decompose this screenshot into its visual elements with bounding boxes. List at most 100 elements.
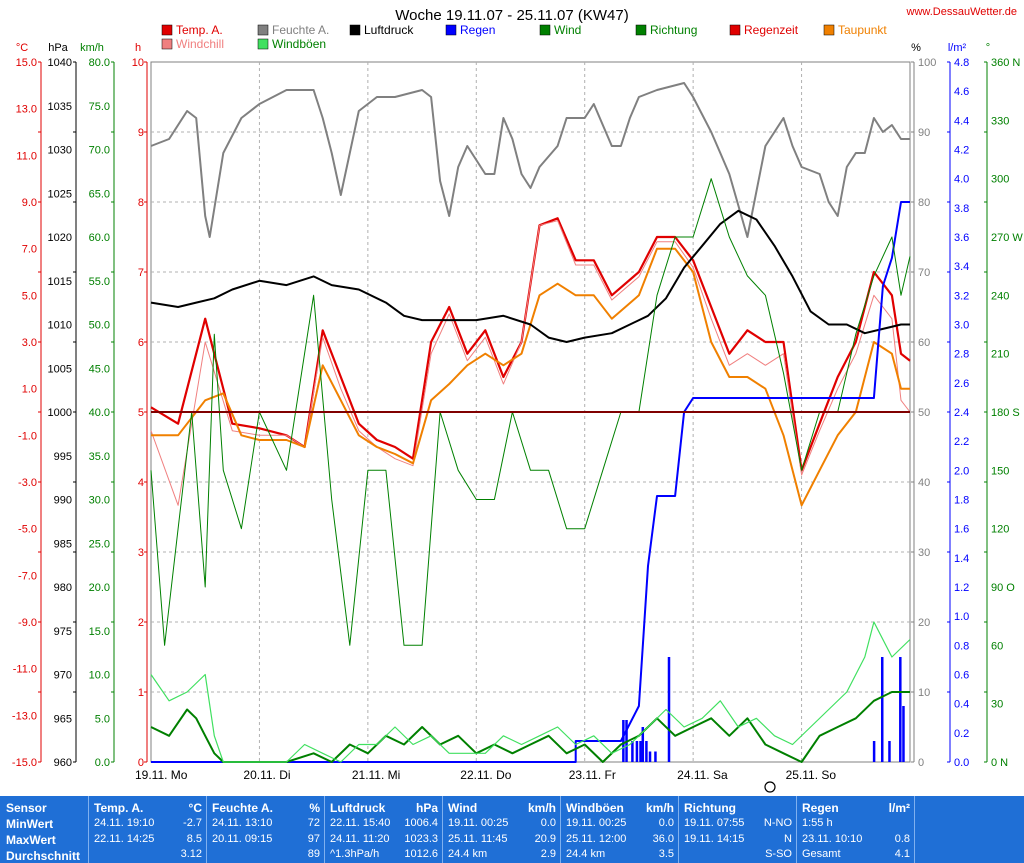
wind-tick-label: 10.0 [89, 670, 110, 682]
series-line [150, 621, 911, 763]
humidity-tick-label: 30 [918, 547, 930, 559]
stats-value: 22.11. 15:40 [330, 817, 391, 829]
stats-value: 19.11. 07:55 [684, 817, 745, 829]
rain-tick-label: 4.0 [954, 174, 969, 186]
legend: Temp. A.Windchill Feuchte A.Windböen Luftd… [161, 23, 887, 51]
wind-tick-label: 5.0 [95, 713, 110, 725]
series-line [150, 220, 911, 506]
rain-tick-label: 1.8 [954, 495, 969, 507]
rain-time-bar [645, 741, 648, 762]
stats-value: ^1.3hPa/h [330, 848, 380, 860]
temp-tick-label: -3.0 [18, 477, 37, 489]
legend-swatch [729, 24, 741, 36]
series-line [151, 201, 910, 763]
stats-value: 24.4 km [566, 848, 606, 860]
temp-tick-label: -9.0 [18, 617, 37, 629]
stats-value: 4.1 [894, 848, 910, 860]
stats-value: 0.8 [894, 833, 910, 845]
direction-tick-label: 150 [991, 465, 1009, 477]
humidity-tick-label: 100 [918, 57, 936, 69]
legend-swatch [257, 38, 269, 50]
rain-time-bar [641, 727, 645, 762]
site-link[interactable]: www.DessauWetter.de [906, 6, 1017, 18]
stats-value: 20.11. 09:15 [212, 833, 273, 845]
legend-swatch [161, 38, 173, 50]
rain-tick-label: 0.0 [954, 757, 969, 769]
pressure-tick-label: 1020 [48, 232, 72, 244]
series-line [150, 217, 911, 472]
wind-tick-label: 45.0 [89, 363, 110, 375]
pressure-tick-label: 1025 [48, 188, 72, 200]
temp-tick-label: -15.0 [12, 757, 37, 769]
day-label: 23.11. Fr [569, 768, 616, 782]
humidity-tick-label: 60 [918, 337, 930, 349]
wind-tick-label: 80.0 [89, 57, 110, 69]
rain-tick-label: 1.6 [954, 524, 969, 536]
stats-header: % [309, 801, 320, 815]
hours-tick-label: 1 [138, 687, 144, 699]
hours-tick-label: 4 [138, 477, 144, 489]
rain-time-bar [872, 741, 876, 762]
pressure-tick-label: 1005 [48, 363, 72, 375]
rain-tick-label: 0.6 [954, 670, 969, 682]
legend-label: Luftdruck [364, 23, 414, 37]
pressure-tick-label: 1030 [48, 145, 72, 157]
temp-tick-label: -11.0 [13, 664, 37, 676]
stats-value: 89 [307, 848, 320, 860]
wind-tick-label: 65.0 [89, 188, 110, 200]
temp-tick-label: -7.0 [18, 570, 37, 582]
stats-value: 1006.4 [404, 817, 438, 829]
wind-tick-label: 15.0 [89, 626, 110, 638]
hours-tick-label: 2 [138, 617, 144, 629]
stats-value: 0.0 [658, 817, 674, 829]
legend-swatch [823, 24, 835, 36]
direction-tick-label: 240 [991, 290, 1009, 302]
rain-time-bar [622, 720, 625, 762]
temp-tick-label: 5.0 [22, 290, 37, 302]
stats-row-label: MaxWert [6, 833, 56, 847]
wind-tick-label: 60.0 [89, 232, 110, 244]
rain-tick-label: 3.2 [954, 290, 969, 302]
temp-tick-label: 1.0 [22, 384, 37, 396]
pressure-tick-label: 990 [54, 495, 72, 507]
pressure-tick-label: 985 [54, 538, 72, 550]
pressure-tick-label: 1010 [48, 320, 72, 332]
rain-time-bar [880, 657, 884, 762]
temp-tick-label: 9.0 [22, 197, 37, 209]
rain-tick-label: 3.8 [954, 203, 969, 215]
axes: °C hPa km/h h% l/m² °15.013.011.09.07.05.03.0… [12, 42, 1023, 782]
stats-value: 0.0 [540, 817, 556, 829]
stats-header: Luftdruck [330, 801, 386, 815]
temp-tick-label: 15.0 [16, 57, 37, 69]
direction-tick-label: 90 O [991, 582, 1015, 594]
temp-tick-label: -5.0 [18, 524, 37, 536]
rain-tick-label: 2.6 [954, 378, 969, 390]
rain-tick-label: 0.8 [954, 640, 969, 652]
stats-header: hPa [415, 801, 438, 815]
hours-tick-label: 8 [138, 197, 144, 209]
series-line [150, 178, 911, 646]
pressure-tick-label: 960 [54, 757, 72, 769]
hours-tick-label: 3 [138, 547, 144, 559]
rain-time-bar [648, 751, 652, 762]
stats-value: 25.11. 11:45 [448, 833, 508, 845]
wind-tick-label: 35.0 [89, 451, 110, 463]
axis-unit-temp: °C [16, 42, 28, 54]
humidity-tick-label: 90 [918, 127, 930, 139]
hours-tick-label: 10 [132, 57, 144, 69]
stats-value: 8.5 [186, 833, 202, 845]
rain-tick-label: 2.0 [954, 465, 969, 477]
direction-tick-label: 0 N [991, 757, 1008, 769]
rain-tick-label: 4.6 [954, 86, 969, 98]
axis-unit-direction: ° [986, 42, 990, 54]
stats-value: 97 [307, 833, 320, 845]
pressure-tick-label: 965 [54, 713, 72, 725]
axis-unit-rain: l/m² [948, 42, 967, 54]
rain-tick-label: 1.0 [954, 611, 969, 623]
wind-tick-label: 75.0 [89, 101, 110, 113]
stats-value: 36.0 [652, 833, 674, 845]
stats-value: 20.9 [534, 833, 556, 845]
hours-tick-label: 5 [138, 407, 144, 419]
legend-label: Richtung [650, 23, 697, 37]
legend-label: Windböen [272, 37, 326, 51]
